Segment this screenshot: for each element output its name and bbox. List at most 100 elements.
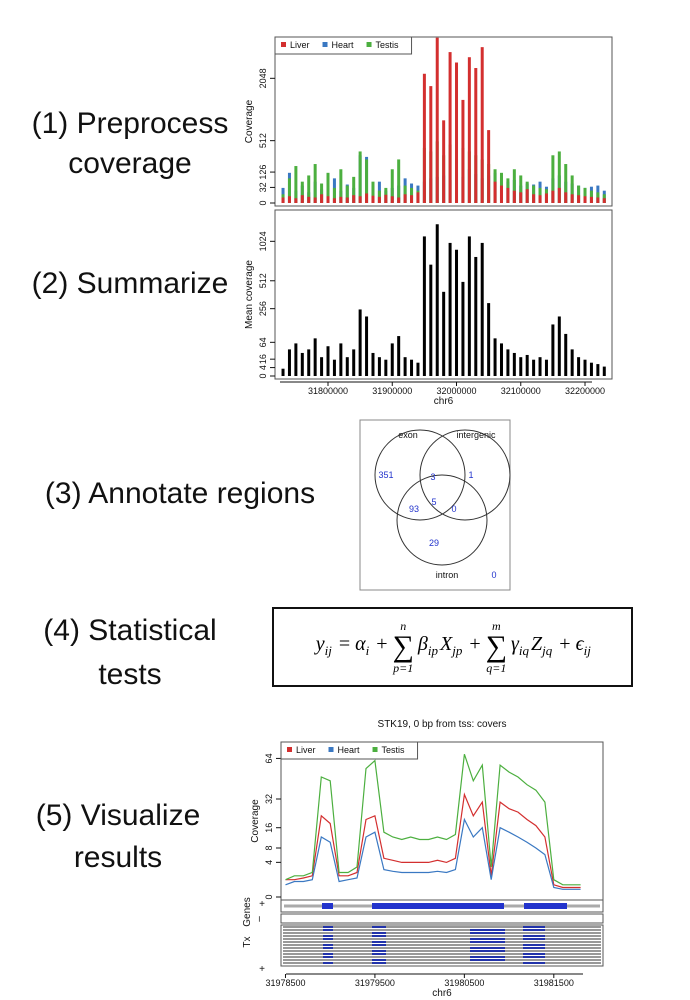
bar <box>532 194 536 203</box>
transcript-exon <box>523 947 545 949</box>
y-tick-label: 0 <box>258 373 268 378</box>
bar <box>499 185 503 203</box>
legend-box <box>274 36 413 55</box>
bar <box>416 192 420 203</box>
venn-circle <box>374 429 466 521</box>
transcript-exon <box>372 950 386 952</box>
strand-label: + <box>259 899 265 910</box>
eq-upper: m <box>492 619 501 633</box>
bar <box>596 197 600 203</box>
y-tick-label: 126 <box>258 165 268 180</box>
x-tick-label: 32100000 <box>501 386 541 396</box>
step-label: coverage <box>68 147 191 180</box>
region-count: 93 <box>409 504 419 514</box>
exon-block <box>322 903 333 909</box>
transcript-exon <box>470 929 505 931</box>
region-count: 351 <box>378 470 393 480</box>
legend-swatch <box>281 42 286 47</box>
x-tick-label: 31980500 <box>444 978 484 988</box>
bar <box>589 362 593 376</box>
bar <box>455 62 459 203</box>
y-axis-label: Coverage <box>250 799 261 843</box>
transcript-exon <box>470 941 505 943</box>
y-tick-label: 1024 <box>258 231 268 251</box>
bar <box>397 197 401 203</box>
bar <box>544 193 548 203</box>
transcript-exon <box>470 938 505 940</box>
legend-label: Heart <box>332 40 355 50</box>
transcript-exon <box>323 962 333 964</box>
transcript-exon <box>470 947 505 949</box>
x-tick-label: 31978500 <box>265 978 305 988</box>
bar <box>371 181 375 203</box>
transcript-exon <box>323 956 333 958</box>
x-axis-label: chr6 <box>432 988 452 999</box>
track-frame <box>280 899 604 913</box>
bar <box>390 196 394 203</box>
y-tick-label: 512 <box>258 273 268 288</box>
y-tick-label: 16 <box>264 823 274 833</box>
bar <box>397 336 401 376</box>
transcript-exon <box>372 932 386 934</box>
bar <box>442 120 446 203</box>
bar <box>332 198 336 203</box>
eq-symbol: γ <box>511 633 520 655</box>
bar <box>358 151 362 203</box>
strand-label: – <box>254 916 265 922</box>
bar <box>519 192 523 203</box>
bar <box>583 187 587 203</box>
bar <box>602 366 606 376</box>
region-count: 3 <box>430 472 435 482</box>
eq-subscript: ip <box>428 643 439 658</box>
transcript-exon <box>372 959 386 961</box>
transcript-exon <box>323 926 333 928</box>
bar <box>544 359 548 376</box>
y-tick-label: 4 <box>264 860 274 865</box>
bar <box>583 196 587 203</box>
eq-lower: p=1 <box>392 661 413 675</box>
bar <box>512 190 516 203</box>
bar <box>287 196 291 203</box>
set-label: intergenic <box>456 430 496 440</box>
line <box>285 754 581 886</box>
bar <box>506 187 510 203</box>
bar <box>371 352 375 376</box>
bar <box>455 249 459 376</box>
transcript-exon <box>523 938 545 940</box>
eq-subscript: ij <box>325 643 333 658</box>
y-tick-label: 0 <box>264 894 274 899</box>
legend-label: Liver <box>296 745 316 755</box>
transcript-exon <box>372 926 386 928</box>
bar <box>525 189 529 203</box>
bar <box>294 343 298 376</box>
bar <box>365 193 369 203</box>
bar <box>474 68 478 203</box>
x-tick-label: 31800000 <box>308 386 348 396</box>
bar <box>435 37 439 203</box>
bar <box>557 316 561 376</box>
y-tick-label: 64 <box>264 753 274 763</box>
legend-label: Testis <box>376 40 400 50</box>
bar <box>294 166 298 203</box>
bar <box>352 195 356 203</box>
bar <box>307 175 311 203</box>
venn-circle <box>419 429 511 521</box>
transcript-exon <box>523 956 545 958</box>
bar <box>551 155 555 203</box>
bar <box>371 195 375 203</box>
bar <box>384 359 388 376</box>
bar <box>326 196 330 203</box>
exon-block <box>524 903 567 909</box>
bar <box>564 164 568 203</box>
eq-upper: n <box>400 619 406 633</box>
transcript-exon <box>523 944 545 946</box>
y-tick-label: 32 <box>258 182 268 192</box>
bar <box>499 343 503 376</box>
bar <box>422 236 426 376</box>
line <box>285 792 581 889</box>
bar <box>557 187 561 203</box>
legend-swatch <box>328 747 334 752</box>
bar <box>390 343 394 376</box>
exon-block <box>372 903 504 909</box>
eq-symbol: X <box>439 633 453 655</box>
